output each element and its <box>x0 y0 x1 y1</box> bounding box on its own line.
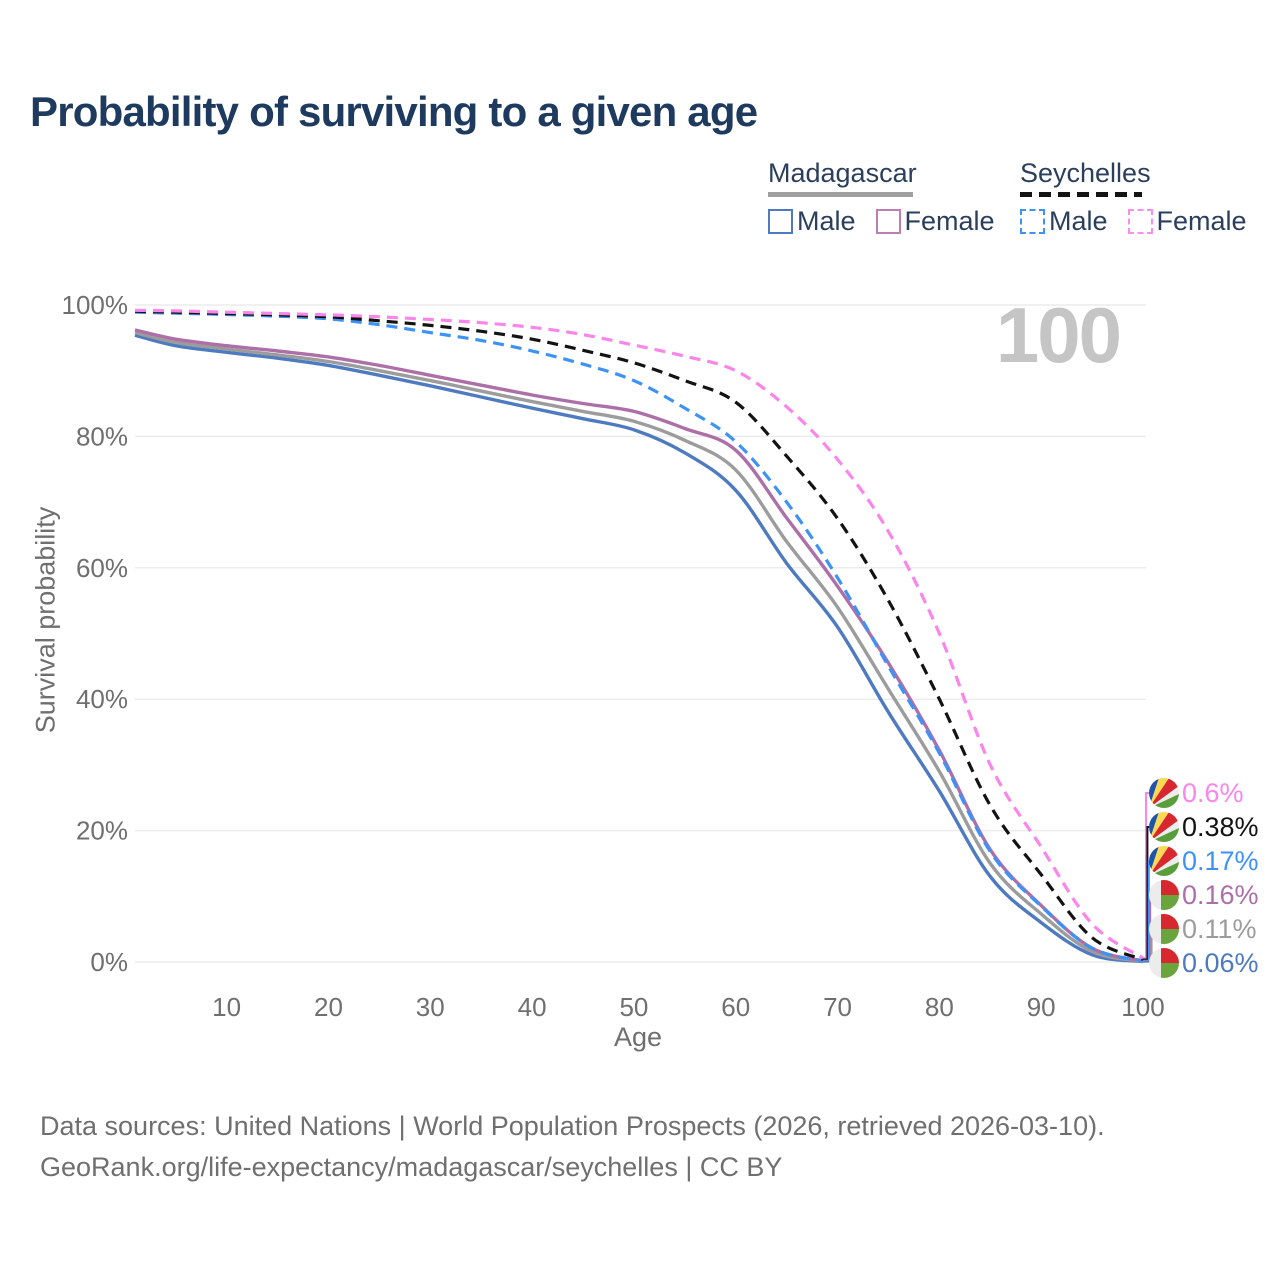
end-connector-seychelles-all <box>1143 826 1149 961</box>
x-tick-label: 50 <box>619 992 648 1022</box>
x-tick-label: 20 <box>314 992 343 1022</box>
y-tick-label: 60% <box>76 553 128 583</box>
end-label-seychelles-all: 0.38% <box>1182 812 1259 842</box>
x-tick-label: 70 <box>823 992 852 1022</box>
end-label-seychelles-male: 0.17% <box>1182 846 1259 876</box>
line-madagascar-male[interactable] <box>134 333 1144 964</box>
x-axis-title: Age <box>613 1022 663 1052</box>
legend-label-madagascar-male[interactable]: Male <box>797 205 856 236</box>
madagascar-male-swatch[interactable] <box>768 208 793 234</box>
data-source-line-2: GeoRank.org/life-expectancy/madagascar/s… <box>40 1152 783 1182</box>
seychelles-male-swatch[interactable] <box>1020 208 1045 234</box>
seychelles-female-swatch[interactable] <box>1127 208 1153 234</box>
line-madagascar-all[interactable] <box>134 330 1144 963</box>
y-tick-label: 20% <box>76 816 128 846</box>
watermark-age-100: 100 <box>995 291 1122 379</box>
madagascar-flag-icon <box>1149 914 1179 944</box>
y-tick-label: 40% <box>76 684 128 714</box>
line-seychelles-male[interactable] <box>134 310 1144 963</box>
end-label-madagascar-all: 0.11% <box>1182 914 1257 944</box>
legend-label-seychelles-female[interactable]: Female <box>1156 205 1247 236</box>
legend-label-seychelles-male[interactable]: Male <box>1049 205 1108 236</box>
y-tick-label: 0% <box>90 947 128 977</box>
x-tick-label: 90 <box>1027 992 1056 1022</box>
seychelles-line-style-swatch <box>1020 192 1142 197</box>
x-tick-label: 10 <box>212 992 241 1022</box>
line-seychelles-female[interactable] <box>134 308 1144 960</box>
madagascar-flag-icon <box>1149 880 1179 910</box>
end-label-seychelles-female: 0.6% <box>1182 778 1244 808</box>
end-label-madagascar-male: 0.06% <box>1182 948 1259 978</box>
y-tick-label: 80% <box>76 421 128 451</box>
y-tick-label: 100% <box>62 290 129 320</box>
line-seychelles-all[interactable] <box>134 309 1144 961</box>
madagascar-flag-icon <box>1149 948 1179 978</box>
data-source: Data sources: United Nations | World Pop… <box>40 1106 1105 1188</box>
page-title: Probability of surviving to a given age <box>30 88 758 135</box>
x-tick-label: 100 <box>1121 992 1164 1022</box>
legend-label-madagascar-female[interactable]: Female <box>904 205 995 236</box>
legend-group-madagascar: Madagascar Male Female <box>768 158 1015 237</box>
seychelles-flag-icon <box>1149 846 1179 876</box>
x-tick-label: 60 <box>721 992 750 1022</box>
legend-group-seychelles: Seychelles Male Female <box>1020 158 1267 237</box>
legend-country-seychelles: Seychelles <box>1020 158 1151 188</box>
end-connector-seychelles-female <box>1143 792 1149 960</box>
data-source-line-1: Data sources: United Nations | World Pop… <box>40 1111 1105 1141</box>
end-label-madagascar-female: 0.16% <box>1182 880 1259 910</box>
y-axis-title: Survival probability <box>30 506 61 734</box>
x-tick-label: 40 <box>518 992 547 1022</box>
madagascar-line-style-swatch <box>768 192 913 197</box>
legend-country-madagascar: Madagascar <box>768 158 917 188</box>
seychelles-flag-icon <box>1149 812 1179 842</box>
madagascar-female-swatch[interactable] <box>875 208 901 234</box>
x-tick-label: 80 <box>925 992 954 1022</box>
x-tick-label: 30 <box>416 992 445 1022</box>
seychelles-flag-icon <box>1149 778 1179 808</box>
